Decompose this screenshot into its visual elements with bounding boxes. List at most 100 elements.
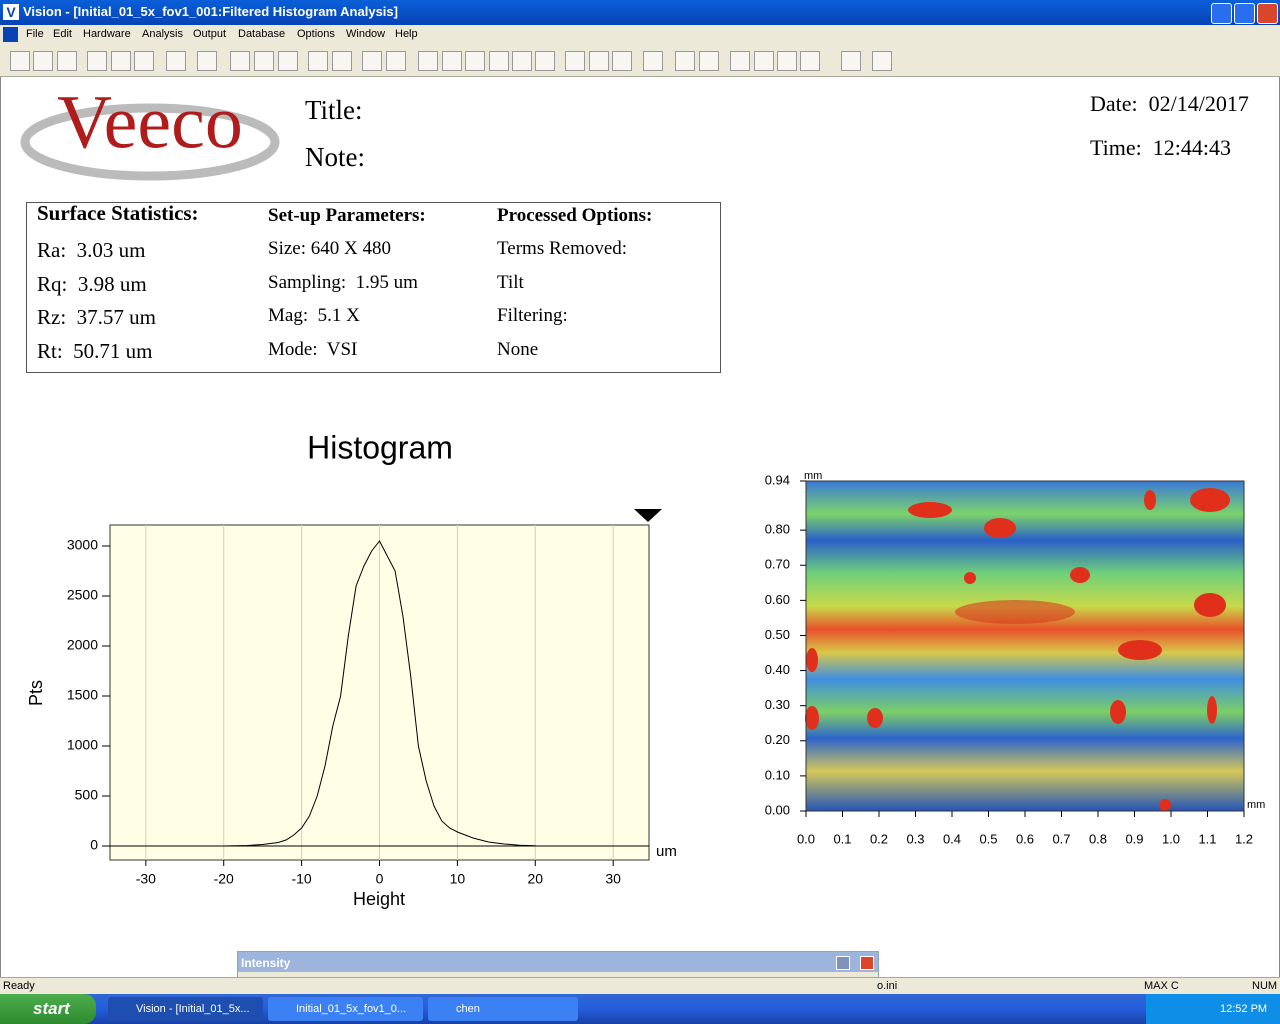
toolbar-button[interactable] — [565, 51, 585, 71]
menu-item[interactable]: File — [26, 28, 44, 40]
date: Date: 02/14/2017 — [1090, 91, 1249, 116]
x-tick-label: 1.2 — [1235, 831, 1253, 846]
toolbar-button[interactable] — [589, 51, 609, 71]
toolbar-button[interactable] — [841, 51, 861, 71]
time: Time: 12:44:43 — [1090, 135, 1231, 160]
menu-item[interactable]: Edit — [53, 28, 72, 40]
toolbar-button[interactable] — [87, 51, 107, 71]
toolbar-button[interactable] — [10, 51, 30, 71]
stats-heading: Set-up Parameters: — [268, 205, 426, 226]
y-unit: mm — [804, 470, 822, 482]
menu-item[interactable]: Database — [238, 28, 286, 40]
stats-box — [26, 202, 721, 373]
toolbar-button[interactable] — [111, 51, 131, 71]
toolbar-button[interactable] — [675, 51, 695, 71]
y-tick-label: 0.00 — [765, 802, 790, 817]
menu-item[interactable]: Options — [297, 28, 335, 40]
x-tick-label: 0.7 — [1052, 831, 1070, 846]
tray — [1146, 994, 1280, 1024]
toolbar-button[interactable] — [612, 51, 632, 71]
x-tick-label: 1.1 — [1198, 831, 1216, 846]
app-icon: V — [3, 4, 19, 20]
toolbar-button[interactable] — [386, 51, 406, 71]
toolbar-button[interactable] — [465, 51, 485, 71]
x-unit: um — [656, 843, 677, 860]
toolbar-button[interactable] — [442, 51, 462, 71]
x-tick-label: 0.5 — [979, 831, 997, 846]
menu-icon — [3, 27, 18, 42]
toolbar-button[interactable] — [166, 51, 186, 71]
minimize-button[interactable] — [1211, 3, 1232, 24]
toolbar-button[interactable] — [535, 51, 555, 71]
toolbar — [0, 45, 1280, 77]
clock: 12:52 PM — [1220, 1003, 1268, 1015]
toolbar-button[interactable] — [512, 51, 532, 71]
y-tick-label: 2000 — [67, 637, 98, 653]
start-button[interactable] — [0, 994, 96, 1024]
y-tick-label: 500 — [75, 787, 99, 803]
taskbar-button-label[interactable]: Initial_01_5x_fov1_0... — [296, 1003, 407, 1015]
toolbar-button[interactable] — [489, 51, 509, 71]
taskbar: start 12:52 PM Vision - [Initial_01_5x..… — [0, 994, 1280, 1024]
status-bar: Ready o.ini MAX C NUM — [0, 977, 1280, 995]
toolbar-button[interactable] — [730, 51, 750, 71]
status-max: MAX C — [1144, 980, 1179, 992]
x-tick-label: 0.2 — [870, 831, 888, 846]
toolbar-button[interactable] — [230, 51, 250, 71]
taskbar-button-label[interactable]: chen — [456, 1003, 480, 1015]
histogram-line — [223, 540, 536, 847]
taskbar-button-label[interactable]: Vision - [Initial_01_5x... — [136, 1003, 250, 1015]
start-label[interactable]: start — [33, 999, 70, 1018]
maximize-button[interactable] — [1234, 3, 1255, 24]
menu-item[interactable]: Window — [346, 28, 386, 40]
intensity-close[interactable] — [860, 956, 874, 970]
note-label: Note: — [305, 142, 365, 172]
toolbar-button[interactable] — [643, 51, 663, 71]
taskbar-button[interactable] — [428, 997, 578, 1021]
toolbar-button[interactable] — [332, 51, 352, 71]
status-text: Ready — [3, 980, 35, 992]
stats-item: Rq: 3.98 um — [37, 272, 147, 296]
toolbar-button[interactable] — [362, 51, 382, 71]
toolbar-button[interactable] — [33, 51, 53, 71]
stats-item: Filtering: — [497, 305, 568, 326]
toolbar-button[interactable] — [254, 51, 274, 71]
menu-item[interactable]: Output — [193, 28, 227, 40]
stats-item: Terms Removed: — [497, 238, 628, 259]
x-tick-label: -10 — [291, 871, 311, 887]
intensity-title: Intensity — [241, 956, 291, 970]
close-button[interactable] — [1257, 3, 1278, 24]
toolbar-button[interactable] — [800, 51, 820, 71]
x-tick-label: 20 — [527, 871, 543, 887]
menu-bar: File Edit Hardware Analysis Output Database Op… — [0, 25, 1280, 45]
y-tick-label: 2500 — [67, 587, 98, 603]
toolbar-button[interactable] — [872, 51, 892, 71]
toolbar-button[interactable] — [699, 51, 719, 71]
toolbar-button[interactable] — [418, 51, 438, 71]
toolbar-button[interactable] — [777, 51, 797, 71]
stats-item: Mode: VSI — [268, 339, 358, 360]
taskbar-button[interactable] — [108, 997, 263, 1021]
y-tick-label: 0.30 — [765, 697, 790, 712]
toolbar-button[interactable] — [754, 51, 774, 71]
title-label: Title: — [305, 95, 363, 125]
intensity-pin[interactable] — [836, 956, 850, 970]
toolbar-button[interactable] — [134, 51, 154, 71]
y-axis-label: Pts — [26, 680, 46, 706]
toolbar-button[interactable] — [278, 51, 298, 71]
x-tick-label: -30 — [136, 871, 156, 887]
intensity-titlebar — [238, 952, 878, 972]
menu-item[interactable]: Analysis — [142, 28, 183, 40]
y-tick-label: 1000 — [67, 737, 98, 753]
taskbar-button[interactable] — [268, 997, 423, 1021]
stats-item: Ra: 3.03 um — [37, 238, 146, 262]
toolbar-button[interactable] — [308, 51, 328, 71]
chart-title: Histogram — [307, 429, 453, 465]
toolbar-button[interactable] — [57, 51, 77, 71]
menu-item[interactable]: Hardware — [83, 28, 131, 40]
height-map-axes: 0.0 0.1 0.2 0.3 0.4 0.5 0.6 0.7 0.8 0.9 1.0 1.1 1.2 0… — [765, 470, 1266, 847]
toolbar-button[interactable] — [197, 51, 217, 71]
menu-item[interactable]: Help — [395, 28, 418, 40]
y-tick-label: 0.40 — [765, 662, 790, 677]
